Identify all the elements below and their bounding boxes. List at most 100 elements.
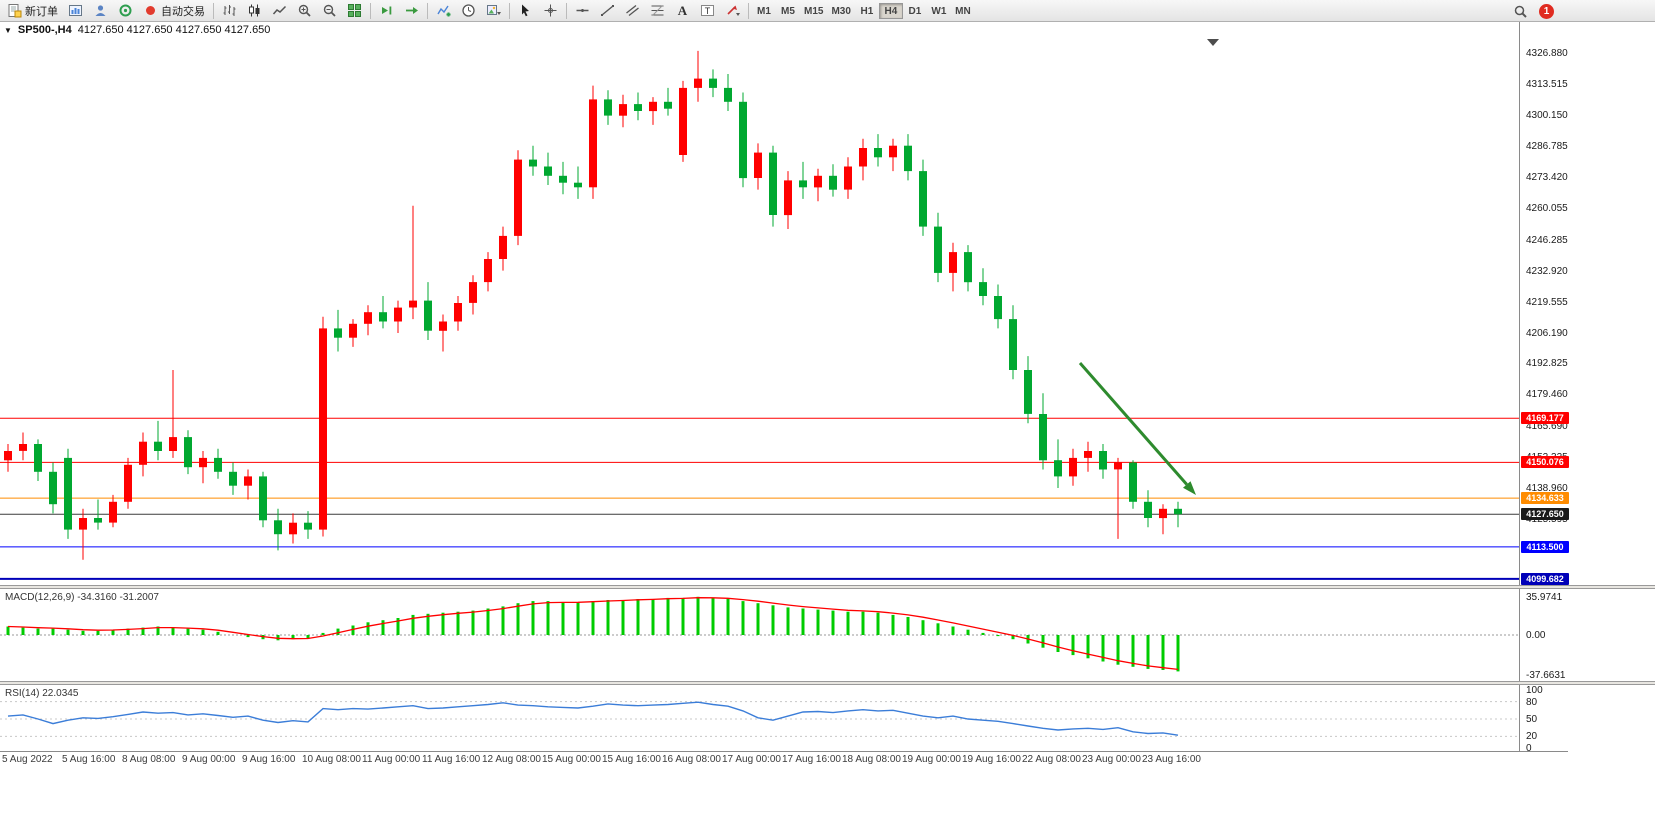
chart-ohlc-readout: 4127.650 4127.650 4127.650 4127.650 xyxy=(77,24,271,36)
y-axis-label: 4232.920 xyxy=(1526,266,1568,277)
text-button[interactable]: A xyxy=(670,2,695,20)
textA-icon: A xyxy=(678,3,688,18)
time-axis-line xyxy=(0,751,1568,752)
equidistant-channel-button[interactable] xyxy=(620,2,645,20)
macd-panel-canvas[interactable] xyxy=(0,589,1519,681)
cursor-icon xyxy=(522,4,529,17)
price-level-badge: 4150.076 xyxy=(1521,456,1569,468)
tab-timeframe-M1[interactable]: M1 xyxy=(757,5,771,17)
templates-button[interactable] xyxy=(481,2,506,20)
tile-icon xyxy=(348,4,361,17)
arrows-icon xyxy=(727,5,740,16)
periods-button[interactable] xyxy=(456,2,481,20)
community-button[interactable] xyxy=(113,2,138,20)
labelT-icon: T xyxy=(701,5,714,16)
y-axis-label: 4286.785 xyxy=(1526,141,1568,152)
tab-timeframe-W1[interactable]: W1 xyxy=(931,5,947,17)
zoom-out-icon xyxy=(323,4,336,17)
tab-timeframe-H4[interactable]: H4 xyxy=(878,2,903,19)
time-axis-label: 8 Aug 08:00 xyxy=(122,754,176,765)
auto-scroll-button[interactable] xyxy=(374,2,399,20)
fibo-icon xyxy=(651,5,664,16)
new-order-button[interactable]: 新订单 xyxy=(2,2,63,20)
rsi-indicator-label: RSI(14) 22.0345 xyxy=(5,688,79,699)
search-icon xyxy=(1514,5,1527,18)
one-click-trading-arrow[interactable]: ▼ xyxy=(4,25,12,35)
tab-timeframe-M15[interactable]: M15 xyxy=(804,5,824,17)
y-axis-label: 4260.055 xyxy=(1526,203,1568,214)
chart-symbol-period: SP500-,H4 xyxy=(17,24,72,36)
price-level-badge: 4113.500 xyxy=(1521,541,1569,553)
crosshair-button[interactable] xyxy=(538,2,563,20)
tab-timeframe-M5[interactable]: M5 xyxy=(781,5,795,17)
chart-title-bar: ▼ SP500-,H4 4127.650 4127.650 4127.650 4… xyxy=(4,23,270,37)
tab-timeframe-MN[interactable]: MN xyxy=(955,5,971,17)
shift-icon xyxy=(406,7,418,14)
indicators-icon xyxy=(437,5,451,17)
trendline-button[interactable] xyxy=(595,2,620,20)
rsi-panel-splitter[interactable] xyxy=(0,681,1655,685)
y-axis-label: 4219.555 xyxy=(1526,297,1568,308)
autotrading-button[interactable]: 自动交易 xyxy=(138,2,210,20)
crosshair-icon xyxy=(544,4,557,17)
rsi-axis-label: 80 xyxy=(1526,697,1538,708)
line-chart-mode-button[interactable] xyxy=(267,2,292,20)
price-level-badge: 4169.177 xyxy=(1521,412,1569,424)
macd-indicator-label: MACD(12,26,9) -34.3160 -31.2007 xyxy=(5,592,159,603)
toolbar-right-group: 1 xyxy=(1508,2,1554,20)
time-axis-label: 11 Aug 16:00 xyxy=(422,754,481,765)
time-axis-label: 5 Aug 2022 xyxy=(2,754,53,765)
trend-icon xyxy=(601,5,614,16)
arrows-tool-button[interactable] xyxy=(720,2,745,20)
toolbar-separator xyxy=(213,2,214,19)
cursor-button[interactable] xyxy=(513,2,538,20)
toolbar-separator xyxy=(370,2,371,19)
tab-timeframe-H1[interactable]: H1 xyxy=(860,5,874,17)
svg-text:A: A xyxy=(678,3,688,18)
fibonacci-button[interactable] xyxy=(645,2,670,20)
tab-timeframe-M30[interactable]: M30 xyxy=(831,5,851,17)
channel-icon xyxy=(626,4,639,17)
time-axis-label: 15 Aug 16:00 xyxy=(602,754,661,765)
y-axis-label: 4165.690 xyxy=(1526,421,1568,432)
price-chart-canvas[interactable] xyxy=(0,37,1519,585)
autoscroll-icon xyxy=(382,6,392,15)
rsi-panel-canvas[interactable] xyxy=(0,685,1519,751)
trend-arrow-annotation[interactable] xyxy=(1078,362,1196,495)
macd-panel-splitter[interactable] xyxy=(0,585,1655,589)
search-button[interactable] xyxy=(1508,2,1533,20)
rsi-axis-label: 20 xyxy=(1526,731,1538,742)
bar-chart-mode-button[interactable] xyxy=(217,2,242,20)
rsi-axis-label: 50 xyxy=(1526,714,1538,725)
macd-axis-label: -37.6631 xyxy=(1526,670,1566,681)
candlestick-mode-button[interactable] xyxy=(242,2,267,20)
time-axis-label: 17 Aug 00:00 xyxy=(722,754,781,765)
horizontal-line-button[interactable] xyxy=(570,2,595,20)
indicators-list-button[interactable] xyxy=(431,2,456,20)
y-axis-label: 4179.460 xyxy=(1526,389,1568,400)
y-axis-label: 4192.825 xyxy=(1526,358,1568,369)
svg-text:T: T xyxy=(705,6,711,16)
tile-windows-button[interactable] xyxy=(342,2,367,20)
candles-icon xyxy=(249,4,260,17)
tab-timeframe-D1[interactable]: D1 xyxy=(908,5,922,17)
text-label-button[interactable]: T xyxy=(695,2,720,20)
bars-icon xyxy=(223,5,236,16)
price-level-badge: 4099.682 xyxy=(1521,573,1569,585)
chart-shift-button[interactable] xyxy=(399,2,424,20)
time-axis-label: 19 Aug 16:00 xyxy=(962,754,1021,765)
time-axis-label: 9 Aug 00:00 xyxy=(182,754,236,765)
time-axis-label: 9 Aug 16:00 xyxy=(242,754,296,765)
zoom-out-button[interactable] xyxy=(317,2,342,20)
notification-badge[interactable]: 1 xyxy=(1539,3,1554,19)
profile-button[interactable] xyxy=(88,2,113,20)
hline-icon xyxy=(576,9,589,12)
zoom-in-button[interactable] xyxy=(292,2,317,20)
community-icon xyxy=(119,4,132,17)
time-axis-label: 12 Aug 08:00 xyxy=(482,754,541,765)
toolbar: 新订单 自动交易 A T M1 M5 M15 M30 H1 H4 D1 W1 MN xyxy=(0,0,1655,22)
toolbar-separator xyxy=(427,2,428,19)
charts-window-button[interactable] xyxy=(63,2,88,20)
chart-window: ▼ SP500-,H4 4127.650 4127.650 4127.650 4… xyxy=(0,22,1655,818)
rsi-axis-label: 100 xyxy=(1526,685,1543,696)
